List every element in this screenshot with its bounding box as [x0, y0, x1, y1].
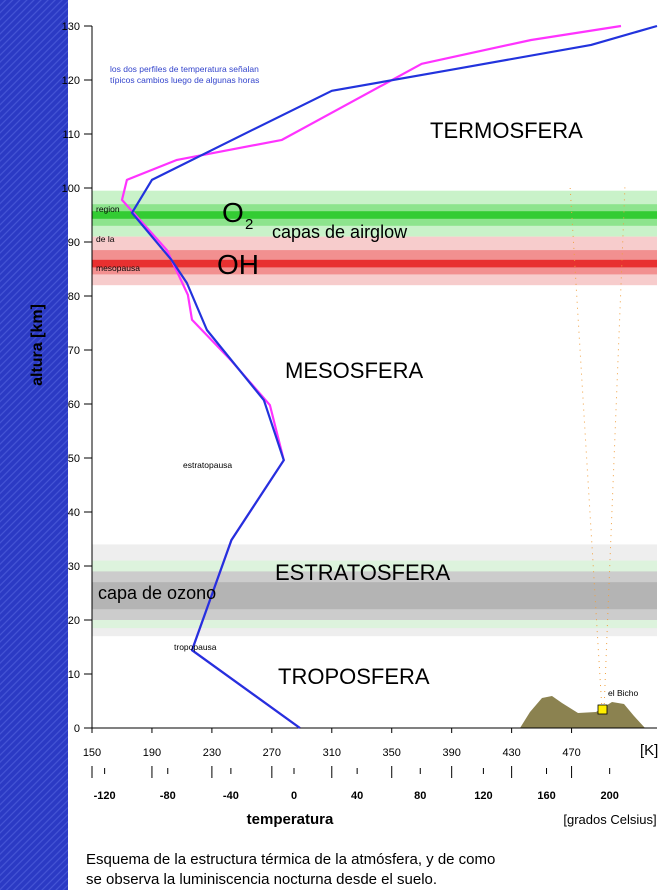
y-tick-label: 20 — [68, 615, 80, 627]
y-tick-label: 30 — [68, 561, 80, 573]
small-label: de la — [96, 234, 115, 244]
layer-label: MESOSFERA — [285, 358, 423, 383]
lines — [120, 24, 658, 729]
bands — [92, 190, 657, 637]
layer-label: OH — [217, 249, 259, 280]
layer-label: ESTRATOSFERA — [275, 560, 451, 585]
profile-line — [130, 24, 658, 729]
y-tick-label: 0 — [74, 723, 80, 735]
small-label: tropopausa — [174, 642, 217, 652]
x2-axis-label: [grados Celsius] — [563, 812, 656, 827]
x2-tick-label: -40 — [223, 790, 239, 802]
x-tick-label: 270 — [263, 747, 281, 759]
caption: se observa la luminiscencia nocturna des… — [86, 871, 437, 888]
y-tick-label: 60 — [68, 399, 80, 411]
x-tick-label: 190 — [143, 747, 161, 759]
y-tick-label: 130 — [62, 21, 80, 33]
x2-tick-label: 120 — [474, 790, 492, 802]
scenery — [520, 184, 645, 728]
mountain — [520, 696, 645, 728]
layer-label: capa de ozono — [98, 583, 216, 603]
layer-label: TROPOSFERA — [278, 664, 430, 689]
band — [92, 582, 657, 610]
y-tick-label: 90 — [68, 237, 80, 249]
y-axis-label: altura [km] — [29, 304, 46, 386]
x2-tick-label: 40 — [351, 790, 363, 802]
y-tick-label: 100 — [62, 183, 80, 195]
x2-tick-label: -80 — [160, 790, 176, 802]
x-tick-label: 150 — [83, 747, 101, 759]
small-label: estratopausa — [183, 460, 232, 470]
panel — [68, 0, 669, 890]
x2-tick-label: -120 — [94, 790, 116, 802]
sight-line — [569, 184, 603, 711]
x2-tick-label: 0 — [291, 790, 297, 802]
small-label: region — [96, 204, 120, 214]
x-tick-label: 230 — [203, 747, 221, 759]
x-tick-label: 470 — [562, 747, 580, 759]
y-tick-label: 10 — [68, 669, 80, 681]
x-tick-label: 430 — [502, 747, 520, 759]
y-tick-label: 120 — [62, 75, 80, 87]
x2-tick-label: 200 — [600, 790, 618, 802]
note: típicos cambios luego de algunas horas — [110, 75, 259, 85]
x2-tick-label: 160 — [537, 790, 555, 802]
y-tick-label: 50 — [68, 453, 80, 465]
layer-label: O — [222, 197, 244, 228]
x2-tick-label: 80 — [414, 790, 426, 802]
y-tick-label: 40 — [68, 507, 80, 519]
x-tick-label: 350 — [383, 747, 401, 759]
layer-label: 2 — [245, 216, 253, 233]
x-tick-label: 390 — [443, 747, 461, 759]
x-tick-label: 310 — [323, 747, 341, 759]
layer-label: capas de airglow — [272, 222, 408, 242]
y-tick-label: 70 — [68, 345, 80, 357]
band — [92, 259, 657, 268]
band — [92, 211, 657, 219]
caption: Esquema de la estructura térmica de la a… — [86, 851, 495, 868]
observer — [597, 704, 608, 715]
small-label: el Bicho — [608, 688, 639, 698]
x-unit: [K] — [640, 742, 658, 759]
layer-label: TERMOSFERA — [430, 118, 583, 143]
y-tick-label: 110 — [62, 129, 80, 141]
y-tick-label: 80 — [68, 291, 80, 303]
annotations: los dos perfiles de temperatura señalan … — [96, 64, 639, 698]
small-label: mesopausa — [96, 263, 140, 273]
x-axis-label: temperatura — [247, 811, 334, 828]
note: los dos perfiles de temperatura señalan — [110, 64, 259, 74]
